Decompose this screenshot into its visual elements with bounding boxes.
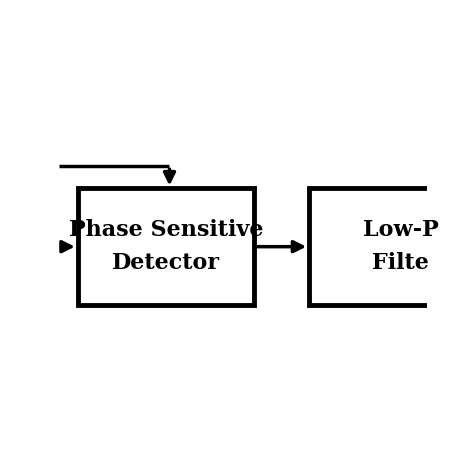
Text: Phase Sensitive: Phase Sensitive — [69, 219, 263, 241]
Text: Detector: Detector — [112, 252, 220, 274]
Bar — [78, 188, 254, 305]
Text: Low-P: Low-P — [363, 219, 439, 241]
Text: Filte: Filte — [373, 252, 429, 274]
Bar — [309, 188, 474, 305]
